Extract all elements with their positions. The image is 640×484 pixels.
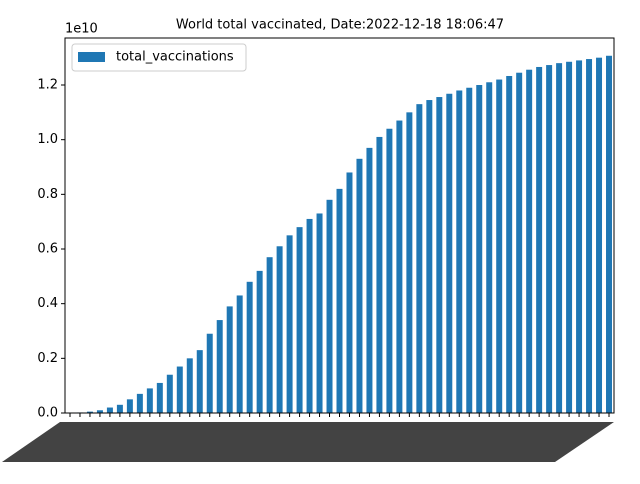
bar	[396, 120, 403, 413]
bar	[326, 199, 333, 413]
bar	[566, 61, 573, 414]
bar	[496, 79, 503, 413]
bar	[376, 136, 383, 413]
bar	[316, 213, 323, 413]
bar	[226, 306, 233, 413]
bar	[146, 388, 153, 413]
bar	[136, 393, 143, 413]
legend-swatch	[78, 52, 105, 62]
bar	[196, 350, 203, 413]
bar	[176, 366, 183, 413]
bar	[446, 93, 453, 413]
bar	[286, 235, 293, 413]
plot-frame	[64, 37, 615, 414]
bar	[216, 320, 223, 413]
bar	[466, 87, 473, 413]
bar	[266, 257, 273, 413]
bar	[306, 218, 313, 413]
bar	[86, 411, 93, 413]
bar	[96, 410, 103, 413]
bar	[546, 65, 553, 414]
bar	[606, 55, 613, 414]
bar	[586, 59, 593, 413]
bar	[576, 60, 583, 413]
bar	[236, 295, 243, 413]
y-tick-label: 0.8	[37, 187, 58, 202]
bar	[526, 69, 533, 413]
y-tick-label: 0.4	[37, 296, 58, 311]
bar	[356, 158, 363, 413]
bar	[406, 112, 413, 413]
bar	[456, 90, 463, 413]
y-tick-label: 1.2	[37, 78, 58, 93]
bar	[516, 72, 523, 413]
bar	[426, 100, 433, 413]
bar	[206, 333, 213, 413]
bar	[346, 172, 353, 413]
bar	[366, 147, 373, 413]
bar	[166, 374, 173, 413]
bar	[556, 63, 563, 413]
y-tick-label: 1.0	[37, 132, 58, 147]
bar	[386, 128, 393, 413]
bar	[126, 399, 133, 413]
bar	[296, 227, 303, 413]
bar	[416, 104, 423, 413]
bar	[596, 57, 603, 414]
y-offset-label: 1e10	[65, 22, 98, 37]
bar	[106, 407, 113, 413]
bar	[536, 66, 543, 414]
legend-box	[71, 43, 247, 72]
legend-label: total_vaccinations	[116, 50, 234, 65]
x-tick-label-smear	[2, 422, 614, 462]
y-tick-label: 0.0	[37, 406, 58, 421]
bar	[116, 404, 123, 413]
bar	[486, 82, 493, 413]
bar	[476, 85, 483, 414]
bar	[276, 246, 283, 413]
bar	[246, 281, 253, 413]
bar	[506, 75, 513, 414]
chart-title: World total vaccinated, Date:2022-12-18 …	[176, 18, 504, 33]
bar	[186, 358, 193, 413]
bar	[256, 270, 263, 413]
bar	[336, 188, 343, 413]
y-tick-label: 0.6	[37, 242, 58, 257]
y-tick-label: 0.2	[37, 351, 58, 366]
bar	[156, 382, 163, 413]
bar	[436, 97, 443, 413]
